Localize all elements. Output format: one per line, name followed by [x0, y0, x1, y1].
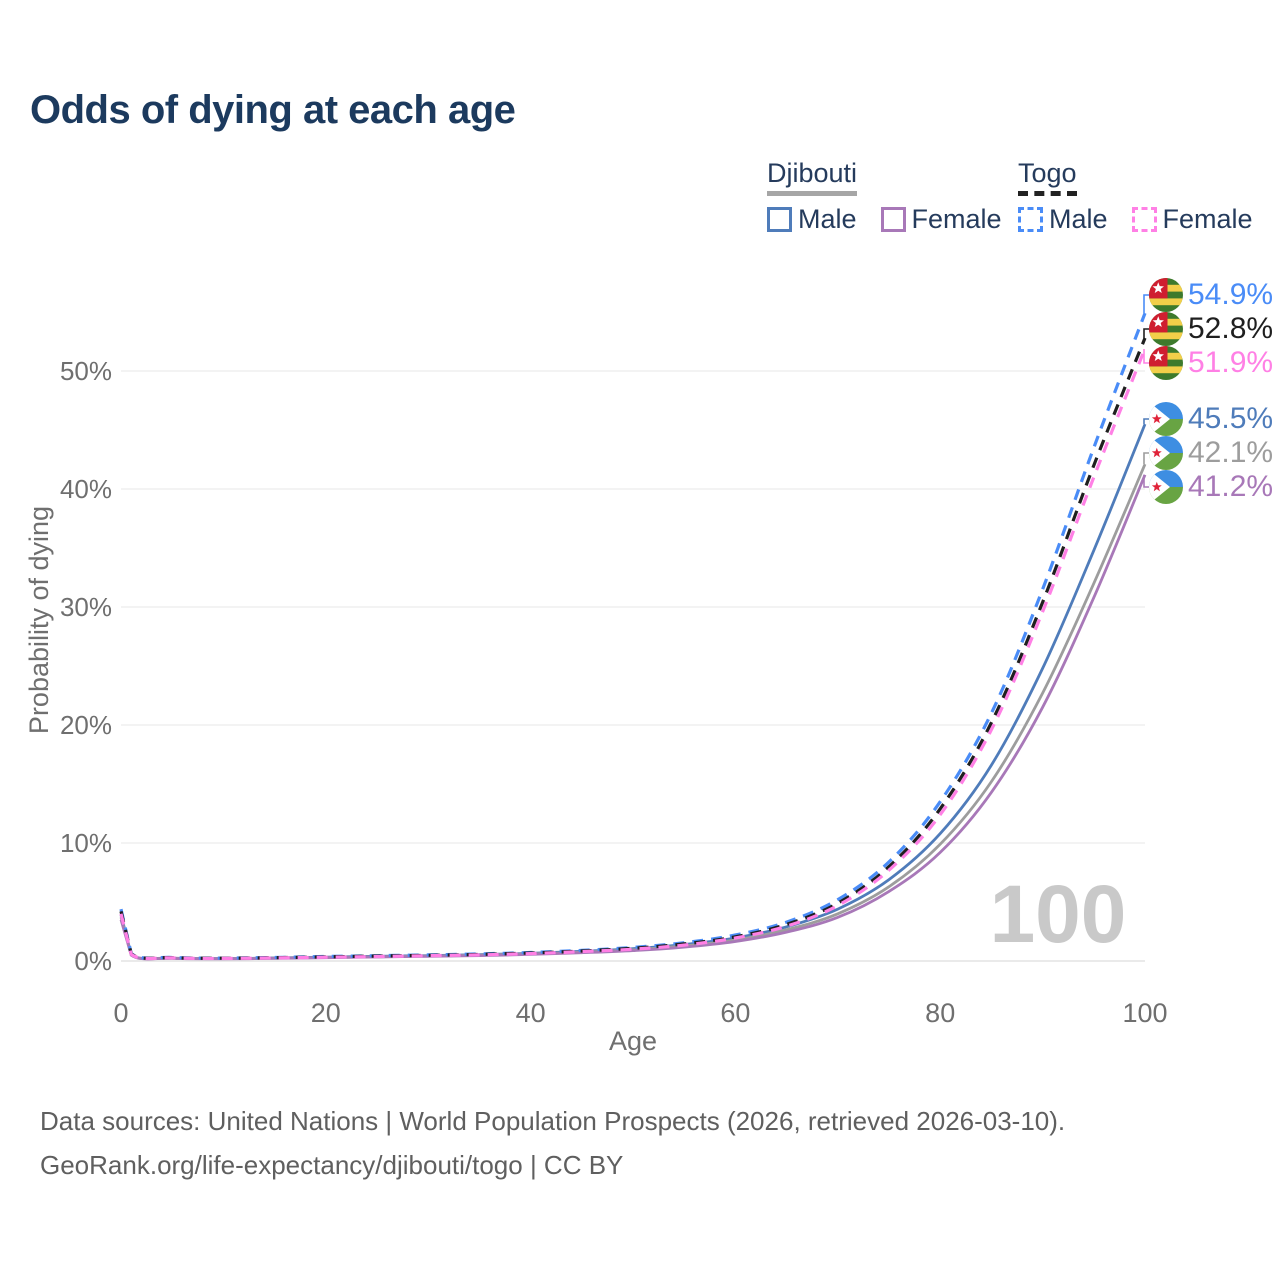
- x-axis-title: Age: [609, 1026, 657, 1056]
- y-tick-label-40%: 40%: [60, 474, 112, 504]
- legend-group-djibouti: Djibouti Male Female: [767, 158, 1002, 235]
- legend-label-togo-male: Male: [1049, 204, 1108, 234]
- series-line-togo-male: [119, 312, 1147, 960]
- x-tick-label-20: 20: [311, 998, 341, 1028]
- djibouti-male-line-swatch-icon: [767, 207, 792, 232]
- togo-female-line-swatch-icon: [1131, 207, 1157, 232]
- y-tick-label-0%: 0%: [74, 946, 112, 976]
- legend-item-togo-male[interactable]: Male: [1018, 204, 1108, 235]
- legend-items-djibouti: Male Female: [767, 204, 1002, 235]
- leader-line-togo-female: [1143, 349, 1150, 364]
- legend-heading-togo[interactable]: Togo: [1018, 158, 1077, 196]
- leader-line-togo-male: [1143, 294, 1150, 313]
- legend-item-togo-female[interactable]: Female: [1131, 204, 1253, 235]
- y-tick-label-50%: 50%: [60, 356, 112, 386]
- leader-line-djibouti-both-sexes: [1143, 452, 1150, 464]
- leader-line-djibouti-female: [1143, 475, 1150, 488]
- page-title: Odds of dying at each age: [30, 88, 516, 132]
- legend-items-togo: Male Female: [1018, 204, 1253, 235]
- legend-label-djibouti-female: Female: [911, 204, 1002, 234]
- legend-label-togo-female: Female: [1162, 204, 1253, 234]
- leader-line-togo-both-sexes: [1143, 328, 1150, 338]
- legend-heading-djibouti[interactable]: Djibouti: [767, 158, 858, 196]
- legend-item-djibouti-male[interactable]: Male: [767, 204, 857, 235]
- y-axis-title: Probability of dying: [24, 506, 54, 734]
- series-line-togo-female: [119, 348, 1147, 961]
- series-line-togo-both-sexes: [119, 337, 1147, 960]
- x-tick-label-40: 40: [516, 998, 546, 1028]
- x-tick-label-0: 0: [113, 998, 128, 1028]
- togo-male-line-swatch-icon: [1018, 207, 1043, 232]
- y-tick-label-30%: 30%: [60, 592, 112, 622]
- y-tick-label-10%: 10%: [60, 828, 112, 858]
- x-tick-label-80: 80: [925, 998, 955, 1028]
- y-tick-label-20%: 20%: [60, 710, 112, 740]
- footer-data-sources: Data sources: United Nations | World Pop…: [40, 1106, 1066, 1136]
- footer-attribution: GeoRank.org/life-expectancy/djibouti/tog…: [40, 1150, 624, 1180]
- x-tick-label-100: 100: [1122, 998, 1167, 1028]
- legend-group-togo: Togo Male Female: [1018, 158, 1253, 235]
- x-tick-label-60: 60: [720, 998, 750, 1028]
- djibouti-female-line-swatch-icon: [880, 207, 906, 232]
- leader-line-djibouti-male: [1143, 418, 1150, 424]
- footer: Data sources: United Nations | World Pop…: [40, 1106, 1065, 1194]
- legend-label-djibouti-male: Male: [798, 204, 857, 234]
- legend-item-djibouti-female[interactable]: Female: [880, 204, 1002, 235]
- age-watermark: 100: [990, 869, 1127, 960]
